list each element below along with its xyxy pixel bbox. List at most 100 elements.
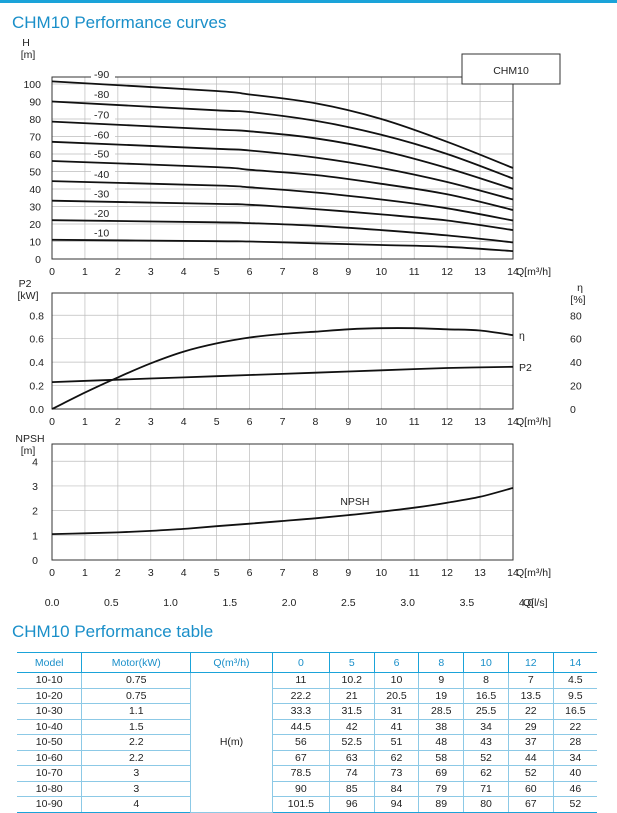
eta-y-tick: 20 — [570, 381, 582, 393]
table-cell: 10-20 — [17, 687, 83, 704]
npsh-x-tick: 9 — [345, 567, 351, 579]
table-cell: 16.5 — [552, 703, 597, 720]
table-header-cell: 6 — [373, 652, 420, 673]
hq-y-tick: 0 — [35, 254, 41, 266]
hq-y-tick: 50 — [29, 167, 41, 179]
table-cell: 22 — [507, 703, 554, 720]
eta-curve — [51, 327, 514, 410]
npsh-x-tick: 7 — [280, 567, 286, 579]
table-cell: 31.5 — [328, 703, 375, 720]
p2-curve-label: P2 — [519, 362, 532, 374]
curves-title: CHM10 Performance curves — [12, 13, 227, 32]
hq-curve-60 — [51, 140, 514, 201]
hq-curve-30 — [51, 199, 514, 231]
table-cell: 42 — [328, 718, 375, 735]
npsh-x-tick: 14 — [507, 567, 519, 579]
npsh-x2-tick: 0.0 — [45, 597, 60, 609]
hq-curve-label: -50 — [94, 149, 109, 161]
table-header-cell: 12 — [507, 652, 554, 673]
hq-x-tick: 7 — [280, 266, 286, 278]
npsh-y-tick: 4 — [32, 456, 38, 468]
p2-x-tick: 6 — [247, 416, 253, 428]
table-cell: 33.3 — [271, 703, 330, 720]
npsh-x-tick: 1 — [82, 567, 88, 579]
table-cell: 31 — [373, 703, 420, 720]
p2-x-tick: 2 — [115, 416, 121, 428]
table-cell: 10-70 — [17, 765, 83, 782]
p2-x-tick: 5 — [214, 416, 220, 428]
eta-curve-label: η — [519, 330, 525, 342]
table-cell: 38 — [418, 718, 465, 735]
table-cell: 56 — [271, 734, 330, 751]
table-cell: 10-90 — [17, 796, 83, 813]
hq-x-tick: 2 — [115, 266, 121, 278]
table-cell: 19 — [418, 687, 465, 704]
hq-curve-70 — [51, 120, 514, 190]
performance-table: Model Motor(kW) Q(m³/h) 0 5 6 8 10 12 14 10-10 0.7… — [17, 652, 597, 813]
hq-ylabel-unit: [m] — [21, 49, 36, 61]
hq-curve-label-bg — [91, 188, 115, 200]
table-h-label: H(m) — [190, 672, 273, 813]
table-cell: 10.2 — [328, 672, 375, 689]
hq-curve-40 — [51, 180, 514, 222]
hq-curve-90 — [51, 80, 514, 169]
hq-y-tick: 80 — [29, 114, 41, 126]
table-cell: 4.5 — [552, 672, 597, 689]
top-accent-line — [0, 0, 617, 3]
hq-curve-label-bg — [91, 227, 115, 239]
hq-x-tick: 1 — [82, 266, 88, 278]
table-cell: 41 — [373, 718, 420, 735]
table-cell: 58 — [418, 749, 465, 766]
table-cell: 52 — [463, 749, 509, 766]
npsh-xlabel: Q[m³/h] — [516, 567, 551, 579]
table-row: 10-80 3 90 85 84 79 71 60 46 — [17, 780, 597, 797]
p2-xlabel: Q[m³/h] — [516, 416, 551, 428]
hq-curve-80 — [51, 100, 514, 180]
p2-x-tick: 8 — [313, 416, 319, 428]
table-header-cell: Motor(kW) — [81, 652, 192, 673]
hq-curve-label: -20 — [94, 208, 109, 220]
table-cell: 4 — [81, 796, 192, 813]
table-row: 10-40 1.5 44.5 42 41 38 34 29 22 — [17, 718, 597, 735]
npsh-x2-tick: 2.0 — [282, 597, 297, 609]
table-cell: 67 — [271, 749, 330, 766]
table-cell: 8 — [463, 672, 509, 689]
npsh-x-tick: 6 — [247, 567, 253, 579]
p2-ylabel-unit: [kW] — [18, 290, 39, 302]
npsh-x-tick: 2 — [115, 567, 121, 579]
table-cell: 2.2 — [81, 734, 192, 751]
hq-y-tick: 60 — [29, 149, 41, 161]
npsh-x-tick: 12 — [441, 567, 453, 579]
npsh-y-tick: 0 — [32, 555, 38, 567]
table-header-cell: 5 — [328, 652, 375, 673]
hq-curve-label-bg — [91, 109, 115, 121]
table-cell: 34 — [552, 749, 597, 766]
p2-y-tick: 0.6 — [29, 334, 44, 346]
table-row: 10-70 3 78.5 74 73 69 62 52 40 — [17, 765, 597, 782]
table-cell: 44 — [507, 749, 554, 766]
npsh-y-tick: 1 — [32, 530, 38, 542]
p2-y-tick: 0.2 — [29, 381, 44, 393]
table-cell: 46 — [552, 780, 597, 797]
table-cell: 101.5 — [271, 796, 330, 813]
eta-y-tick: 40 — [570, 357, 582, 369]
npsh-x2-tick: 0.5 — [104, 597, 119, 609]
table-header-cell: 14 — [552, 652, 597, 673]
table-cell: 84 — [373, 780, 420, 797]
table-cell: 69 — [418, 765, 465, 782]
hq-curve-label-bg — [91, 129, 115, 141]
hq-x-tick: 0 — [49, 266, 55, 278]
hq-curve-label-bg — [91, 207, 115, 219]
table-row: 10-10 0.75 H(m) 11 10.2 10 9 8 7 4.5 — [17, 672, 597, 813]
eta-y-tick: 60 — [570, 334, 582, 346]
hq-curve-label: -30 — [94, 188, 109, 200]
hq-legend-box — [461, 53, 561, 85]
table-cell: 29 — [507, 718, 554, 735]
table-cell: 52 — [507, 765, 554, 782]
hq-x-tick: 12 — [441, 266, 453, 278]
table-cell: 94 — [373, 796, 420, 813]
table-cell: 52 — [552, 796, 597, 813]
table-cell: 0.75 — [81, 672, 192, 689]
hq-x-tick: 3 — [148, 266, 154, 278]
npsh-x2label: Q[l/s] — [523, 597, 548, 609]
